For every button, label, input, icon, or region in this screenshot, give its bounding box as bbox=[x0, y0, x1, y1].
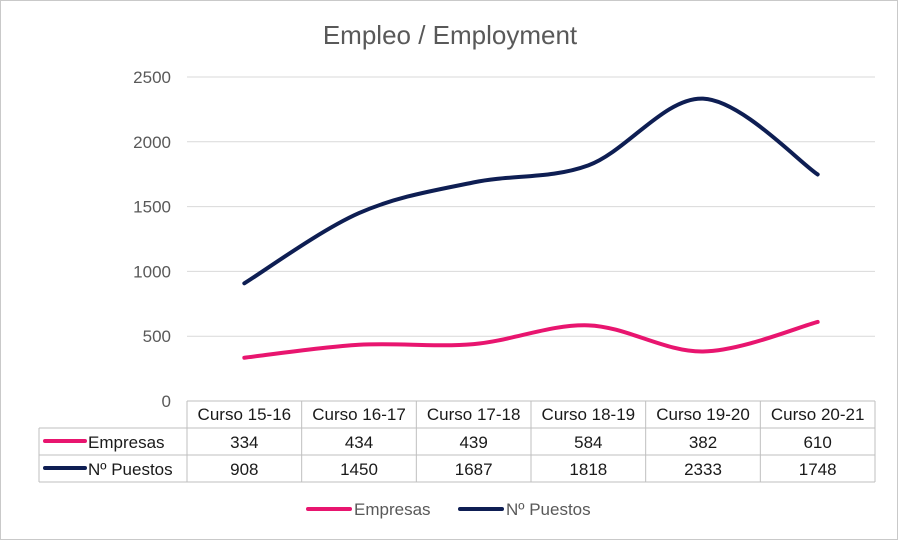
category-label: Curso 19-20 bbox=[656, 405, 750, 424]
y-axis-ticks: 0 500 1000 1500 2000 2500 bbox=[133, 68, 171, 411]
category-label: Curso 20-21 bbox=[771, 405, 865, 424]
table-cell-value: 1818 bbox=[569, 460, 607, 479]
table-cell-value: 584 bbox=[574, 433, 602, 452]
table-series-name: Empresas bbox=[88, 433, 165, 452]
category-label: Curso 15-16 bbox=[198, 405, 292, 424]
chart-title: Empleo / Employment bbox=[323, 20, 578, 50]
y-tick-label: 0 bbox=[162, 392, 171, 411]
series-lines bbox=[242, 96, 820, 360]
gridlines bbox=[187, 76, 875, 337]
table-cell-value: 439 bbox=[459, 433, 487, 452]
y-tick-label: 2000 bbox=[133, 133, 171, 152]
table-cell-value: 334 bbox=[230, 433, 258, 452]
table-cell-value: 1687 bbox=[455, 460, 493, 479]
category-label: Curso 17-18 bbox=[427, 405, 521, 424]
data-table: Curso 15-16 Curso 16-17 Curso 17-18 Curso 1… bbox=[38, 400, 876, 483]
y-tick-label: 1500 bbox=[133, 198, 171, 217]
legend: Empresas Nº Puestos bbox=[306, 500, 591, 519]
table-cell-value: 434 bbox=[345, 433, 373, 452]
table-cell-value: 1450 bbox=[340, 460, 378, 479]
table-cell-value: 382 bbox=[689, 433, 717, 452]
y-tick-label: 1000 bbox=[133, 262, 171, 281]
series-line-1 bbox=[242, 96, 820, 286]
y-tick-label: 500 bbox=[143, 327, 171, 346]
series-line-0 bbox=[242, 319, 820, 360]
table-cell-value: 2333 bbox=[684, 460, 722, 479]
legend-label: Empresas bbox=[354, 500, 431, 519]
table-cell-value: 1748 bbox=[799, 460, 837, 479]
y-tick-label: 2500 bbox=[133, 68, 171, 87]
legend-label: Nº Puestos bbox=[506, 500, 591, 519]
table-cell-value: 610 bbox=[803, 433, 831, 452]
table-series-name: Nº Puestos bbox=[88, 460, 173, 479]
category-label: Curso 16-17 bbox=[312, 405, 406, 424]
table-cell-value: 908 bbox=[230, 460, 258, 479]
category-label: Curso 18-19 bbox=[542, 405, 636, 424]
